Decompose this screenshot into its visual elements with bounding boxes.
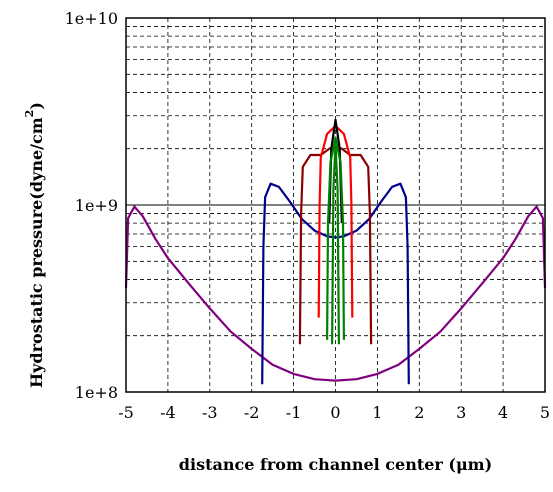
series-line-7 [331,143,340,345]
y-tick-label: 1e+10 [65,9,118,28]
y-axis-label-close: ) [27,102,46,110]
y-tick-label: 1e+9 [75,196,118,215]
x-tick-label: 3 [456,403,466,422]
x-tick-label: -1 [286,403,302,422]
y-axis-label-text: Hydrostatic pressure(dyne/cm [27,117,46,388]
series-line-1 [124,205,547,382]
x-tick-label: 2 [414,403,424,422]
y-axis-label-group: Hydrostatic pressure(dyne/cm2) [23,102,46,388]
series-line-6 [326,136,345,340]
x-tick-label: -4 [160,403,176,422]
grid [126,18,545,392]
x-tick-label: 4 [498,403,508,422]
y-axis-label: Hydrostatic pressure(dyne/cm2) [23,102,46,388]
series-line-2 [261,182,410,385]
x-tick-label: 1 [372,403,382,422]
x-tick-label: 5 [540,403,550,422]
y-axis-label-superscript: 2 [23,110,36,118]
x-tick-label: 0 [330,403,340,422]
y-tick-labels: 1e+8 1e+9 1e+10 [65,9,118,402]
x-tick-label: -2 [244,403,260,422]
x-axis-label: distance from channel center (μm) [179,455,492,474]
x-tick-label: -5 [118,403,134,422]
y-tick-label: 1e+8 [75,383,118,402]
x-tick-label: -3 [202,403,218,422]
plot-frame [125,17,546,393]
series-group [124,118,547,385]
x-tick-labels: -5 -4 -3 -2 -1 0 1 2 3 4 5 [118,403,550,422]
